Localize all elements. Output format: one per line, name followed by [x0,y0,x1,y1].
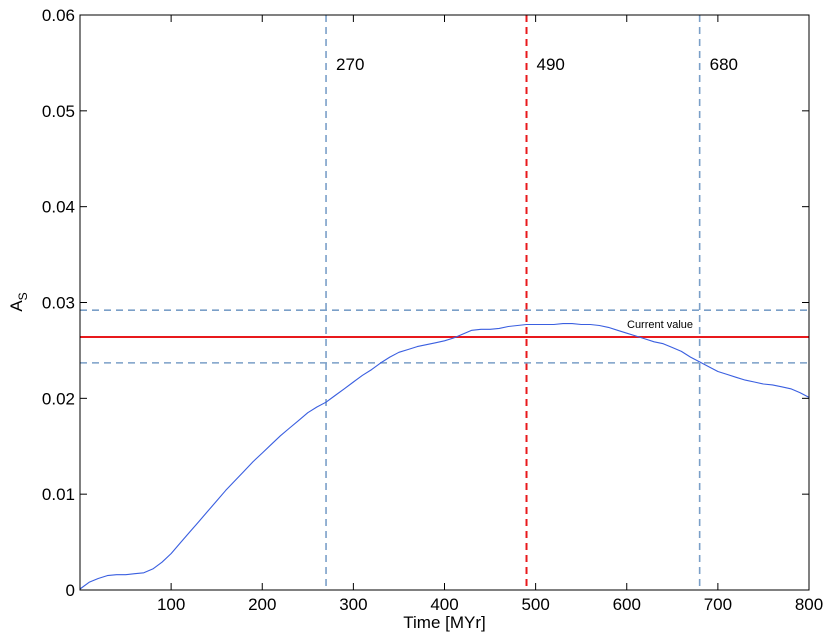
series-layer [79,323,810,590]
y-tick-label: 0.03 [42,294,75,313]
y-tick-label: 0 [66,581,75,600]
y-axis-title-main: A [7,300,26,312]
y-tick-label: 0.01 [42,485,75,504]
series-line-0 [79,323,810,590]
y-tick-label: 0.05 [42,102,75,121]
reference-lines: 270 490 680 Current value [80,15,809,590]
vertical-line-label-270: 270 [336,55,364,74]
y-tick-label: 0.06 [42,6,75,25]
x-axis-title: Time [MYr] [403,613,485,632]
x-tick-label: 400 [430,595,458,614]
x-tick-label: 600 [613,595,641,614]
y-tick-label: 0.02 [42,389,75,408]
y-axis-title: AS [7,292,30,311]
x-tick-label: 700 [704,595,732,614]
x-tick-label: 800 [795,595,823,614]
plot-area [80,15,809,590]
x-tick-label: 300 [339,595,367,614]
y-tick-label: 0.04 [42,198,75,217]
y-axis-title-subscript: S [16,292,30,300]
y-axis: 0 0.01 0.02 0.03 0.04 0.05 0.06 [42,6,809,600]
current-value-label: Current value [627,319,693,331]
vertical-line-label-490: 490 [537,55,565,74]
x-tick-label: 500 [521,595,549,614]
x-axis: 100 200 300 400 500 600 700 800 [157,15,823,614]
x-tick-label: 200 [248,595,276,614]
x-tick-label: 100 [157,595,185,614]
vertical-line-label-680: 680 [710,55,738,74]
